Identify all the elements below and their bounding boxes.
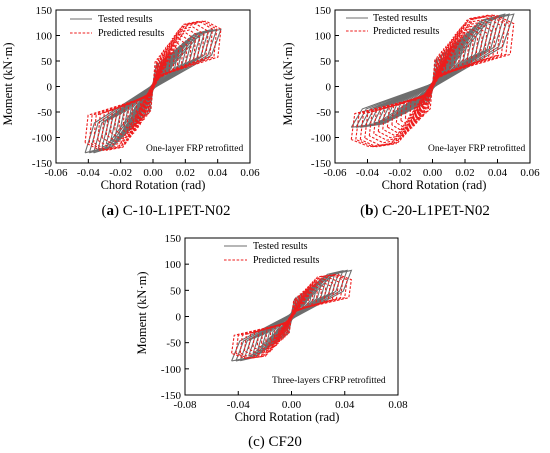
x-tick-label: -0.06: [324, 167, 347, 179]
x-tick-label: 0.02: [455, 167, 474, 179]
legend-tested-label: Tested results: [373, 13, 428, 24]
y-tick-label: 0: [47, 82, 53, 94]
hysteresis-cycle: [350, 13, 515, 128]
hysteresis-cycle: [427, 57, 438, 112]
y-tick-label: -50: [316, 107, 331, 119]
hysteresis-cycle: [143, 56, 163, 116]
hysteresis-cycle: [84, 20, 222, 151]
caption-letter: b: [365, 203, 373, 219]
hysteresis-cycle: [105, 29, 201, 143]
x-tick-label: 0.08: [388, 399, 408, 411]
y-tick-label: -50: [166, 338, 181, 350]
hysteresis-cycle: [235, 269, 348, 362]
hysteresis-cycle: [350, 14, 515, 148]
chart-panel-a: -0.06 -0.04 -0.02 0.00 0.02 0.04 0.06 150 100 50 0…: [1, 5, 260, 219]
y-tick-label: -150: [311, 158, 332, 170]
y-tick-label: -100: [161, 364, 182, 376]
x-tick-label: 0.04: [208, 167, 228, 179]
x-tick-label: -0.04: [77, 167, 100, 179]
x-tick-label: -0.08: [174, 399, 197, 411]
hysteresis-cycle: [355, 13, 511, 128]
y-axis-title: Moment (kN·m): [135, 272, 149, 355]
x-tick-label: 0.06: [240, 167, 260, 179]
y-tick-label: 100: [315, 31, 332, 43]
y-tick-label: 50: [320, 56, 332, 68]
y-tick-label: -100: [311, 133, 332, 145]
x-axis-title: Chord Rotation (rad): [382, 178, 487, 192]
hysteresis-cycle: [391, 34, 474, 131]
x-tick-label: 0.00: [282, 399, 302, 411]
legend-predicted-label: Predicted results: [253, 255, 319, 266]
hysteresis-cycle: [286, 298, 297, 335]
y-tick-label: -100: [32, 133, 53, 145]
caption-name: C-10-L1PET-N02: [123, 203, 231, 219]
series-predicted: [231, 274, 353, 359]
hysteresis-cycle: [148, 59, 158, 113]
x-axis-title: Chord Rotation (rad): [235, 410, 340, 424]
y-tick-label: 100: [36, 31, 53, 43]
legend-predicted-label: Predicted results: [98, 28, 164, 39]
y-tick-label: 0: [176, 312, 182, 324]
y-tick-label: 150: [36, 5, 53, 17]
y-tick-label: 50: [170, 285, 182, 297]
y-axis-title: Moment (kN·m): [1, 43, 15, 126]
x-tick-label: 0.00: [143, 167, 163, 179]
x-tick-label: 0.04: [335, 399, 355, 411]
y-tick-label: 50: [41, 56, 53, 68]
panel-caption-c: (c) CF20: [248, 434, 302, 450]
legend-tested-label: Tested results: [98, 14, 153, 25]
x-tick-label: 0.04: [488, 167, 508, 179]
x-tick-label: 0.06: [520, 167, 540, 179]
caption-letter: a: [106, 203, 114, 219]
y-tick-label: 150: [165, 233, 182, 245]
series-predicted: [350, 14, 515, 148]
x-tick-label: -0.02: [389, 167, 412, 179]
chart-panel-b: -0.06 -0.04 -0.02 0.00 0.02 0.04 0.06 150 100 50 0…: [281, 5, 540, 219]
x-tick-label: 0.02: [176, 167, 195, 179]
legend-predicted-label: Predicted results: [373, 26, 439, 37]
hysteresis-cycle: [231, 274, 353, 359]
x-tick-label: -0.06: [45, 167, 68, 179]
x-axis-title: Chord Rotation (rad): [101, 178, 206, 192]
hysteresis-cycle: [265, 287, 318, 346]
chart-panel-c: -0.08 -0.04 0.00 0.04 0.08 150 100 50 0 -50 -100 -1…: [135, 233, 408, 450]
y-tick-label: -150: [161, 390, 182, 402]
hysteresis-cycle: [101, 26, 205, 146]
y-tick-label: -150: [32, 158, 53, 170]
y-tick-label: -50: [37, 107, 52, 119]
annotation-text: One-layer FRP retrofitted: [146, 143, 244, 154]
series-predicted: [84, 20, 222, 151]
x-tick-label: -0.04: [356, 167, 379, 179]
y-tick-label: 0: [326, 82, 332, 94]
y-tick-label: 150: [315, 5, 332, 17]
annotation-text: One-layer FRP retrofitted: [428, 143, 526, 154]
panel-caption-b: (b) C-20-L1PET-N02: [360, 203, 490, 219]
caption-name: C-20-L1PET-N02: [382, 203, 490, 219]
x-tick-label: -0.02: [109, 167, 132, 179]
panel-caption-a: (a) C-10-L1PET-N02: [101, 203, 230, 219]
y-tick-label: 100: [165, 259, 182, 271]
y-axis-title: Moment (kN·m): [281, 43, 295, 126]
x-tick-label: -0.04: [227, 399, 250, 411]
x-tick-label: 0.00: [423, 167, 443, 179]
legend-tested-label: Tested results: [253, 241, 308, 252]
annotation-text: Three-layers CFRP retrofitted: [272, 375, 386, 386]
